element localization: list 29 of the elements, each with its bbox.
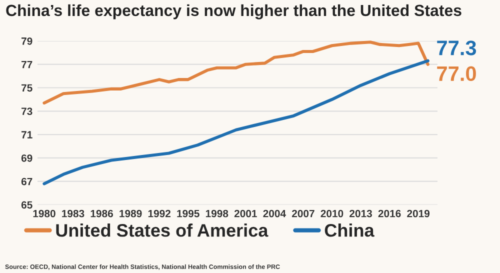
y-tick-label: 73 bbox=[22, 108, 32, 116]
x-tick-label: 2007 bbox=[292, 210, 314, 218]
x-tick-label: 1983 bbox=[62, 210, 84, 218]
x-tick-label: 1986 bbox=[90, 210, 113, 218]
y-tick-label: 65 bbox=[21, 201, 32, 209]
x-tick-label: 1980 bbox=[33, 210, 56, 218]
x-tick-label: 2001 bbox=[234, 210, 257, 218]
legend-label: China bbox=[324, 224, 374, 237]
x-tick-label: 2013 bbox=[350, 210, 372, 218]
y-tick-label: 77 bbox=[22, 60, 32, 68]
legend-label: United States of America bbox=[56, 224, 268, 237]
x-tick-label: 2019 bbox=[407, 210, 430, 218]
x-tick-label: 1992 bbox=[148, 210, 170, 218]
x-tick-label: 2004 bbox=[263, 210, 286, 218]
x-tick-label: 1998 bbox=[206, 210, 228, 218]
x-tick-label: 1995 bbox=[177, 210, 200, 218]
x-tick-label: 2016 bbox=[378, 210, 401, 218]
x-tick-label: 1989 bbox=[120, 210, 142, 218]
line-series bbox=[42, 59, 430, 186]
chart-title: China’s life expectancy is now higher than the United States bbox=[6, 4, 462, 20]
y-tick-label: 75 bbox=[22, 84, 32, 92]
line-series bbox=[42, 40, 430, 104]
data-label: 77.0 bbox=[437, 66, 476, 82]
data-label: 77.3 bbox=[437, 40, 476, 56]
y-tick-label: 67 bbox=[21, 178, 32, 186]
y-tick-label: 71 bbox=[22, 131, 32, 138]
x-tick-label: 2010 bbox=[320, 210, 344, 218]
y-tick-label: 69 bbox=[21, 154, 32, 162]
y-tick-label: 79 bbox=[22, 37, 32, 45]
